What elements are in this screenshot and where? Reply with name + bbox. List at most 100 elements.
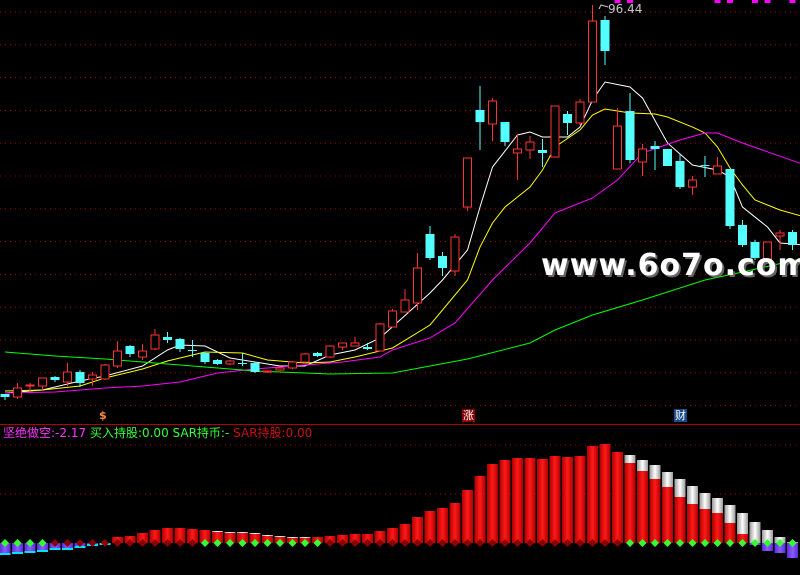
- candle-body: [650, 146, 660, 149]
- red-bar: [537, 459, 548, 543]
- signal-zhang[interactable]: 涨: [462, 409, 475, 422]
- signal-dollar[interactable]: $: [99, 409, 107, 422]
- candle: [513, 133, 522, 180]
- signal-marker: [351, 539, 359, 547]
- indicator-value-1: -2.17: [55, 426, 87, 440]
- candle: [475, 86, 485, 150]
- candle: [350, 337, 360, 347]
- negative-bar-edge: [0, 553, 11, 555]
- red-bar: [387, 528, 398, 543]
- signal-marker: [751, 539, 759, 547]
- candle-body: [588, 20, 597, 103]
- white-bar: [712, 498, 723, 513]
- candle-body: [213, 360, 222, 364]
- candle-body: [363, 347, 372, 349]
- red-bar: [162, 528, 173, 543]
- signal-marker: [88, 539, 97, 547]
- candle-body: [513, 148, 522, 154]
- red-bar: [424, 511, 436, 543]
- candle-body: [300, 353, 310, 363]
- top-marker: [752, 0, 758, 3]
- signal-marker: [1, 539, 9, 547]
- candle-body: [388, 310, 397, 328]
- white-bar: [212, 531, 223, 532]
- candle: [125, 345, 135, 358]
- signal-marker: [313, 539, 322, 547]
- candle: [13, 382, 22, 399]
- signal-marker: [101, 539, 109, 547]
- signal-marker: [726, 539, 734, 547]
- signal-marker: [163, 539, 172, 547]
- signal-marker: [401, 539, 409, 547]
- signal-marker: [788, 539, 797, 547]
- white-bar: [674, 479, 686, 497]
- signal-marker: [738, 539, 747, 547]
- candle: [200, 352, 210, 364]
- top-marker: [714, 0, 721, 3]
- candle: [788, 230, 797, 250]
- candle: [450, 233, 460, 277]
- candle-body: [13, 387, 22, 398]
- indicator-markers: [1, 539, 797, 547]
- candle-body: [438, 256, 447, 268]
- candle: [763, 241, 772, 263]
- red-bar: [474, 476, 486, 543]
- signal-marker: [638, 539, 647, 547]
- candle-body: [313, 352, 322, 357]
- white-bar: [237, 532, 248, 533]
- signal-marker: [251, 539, 259, 547]
- signal-marker: [51, 539, 59, 547]
- candle: [400, 288, 410, 313]
- negative-bar-edge: [37, 550, 48, 552]
- signal-marker: [126, 539, 134, 547]
- indicator-label-4: SAR持股:: [233, 426, 286, 440]
- white-bar: [699, 493, 711, 509]
- candle-body: [163, 337, 172, 340]
- red-bar: [574, 456, 586, 543]
- negative-bar-edge: [24, 551, 36, 553]
- candle-body: [488, 100, 497, 125]
- candle-body: [425, 233, 435, 258]
- white-bar: [662, 472, 673, 487]
- candle: [100, 363, 110, 380]
- candle: [425, 226, 435, 260]
- red-bar: [674, 497, 686, 543]
- signal-marker: [201, 539, 209, 547]
- candle: [725, 168, 735, 229]
- indicator-legend: 坚绝做空:-2.17 买入持股:0.00 SAR持币:- SAR持股:0.00: [3, 425, 312, 441]
- candle: [500, 122, 510, 147]
- candle: [238, 352, 247, 367]
- signal-marker: [413, 539, 422, 547]
- signal-marker: [226, 539, 234, 547]
- red-bar: [612, 452, 623, 543]
- candle: [638, 143, 647, 177]
- candle-body: [113, 350, 122, 367]
- signal-cai[interactable]: 财: [674, 409, 687, 422]
- candle-body: [250, 362, 260, 373]
- signal-marker: [438, 539, 447, 547]
- white-bar: [749, 522, 761, 543]
- white-bar: [224, 532, 236, 533]
- indicator-label-3: SAR持币:: [172, 426, 225, 440]
- candle: [225, 360, 235, 365]
- signal-marker: [601, 539, 609, 547]
- white-bar: [737, 513, 748, 534]
- candle-body: [450, 236, 460, 272]
- candlesticks[interactable]: [0, 5, 798, 400]
- candle-body: [75, 372, 85, 383]
- signal-marker: [676, 539, 684, 547]
- red-bar: [212, 532, 223, 543]
- candle-body: [625, 111, 635, 160]
- candle: [338, 342, 347, 350]
- signal-marker: [626, 539, 634, 547]
- candle: [538, 138, 547, 168]
- negative-bar-edge: [49, 548, 61, 550]
- signal-marker: [426, 539, 434, 547]
- signal-marker: [526, 539, 534, 547]
- red-bar: [412, 517, 423, 543]
- signal-marker: [613, 539, 622, 547]
- candle-body: [238, 362, 247, 364]
- top-marker: [614, 0, 621, 3]
- red-bar: [199, 530, 211, 543]
- red-bar: [349, 534, 361, 543]
